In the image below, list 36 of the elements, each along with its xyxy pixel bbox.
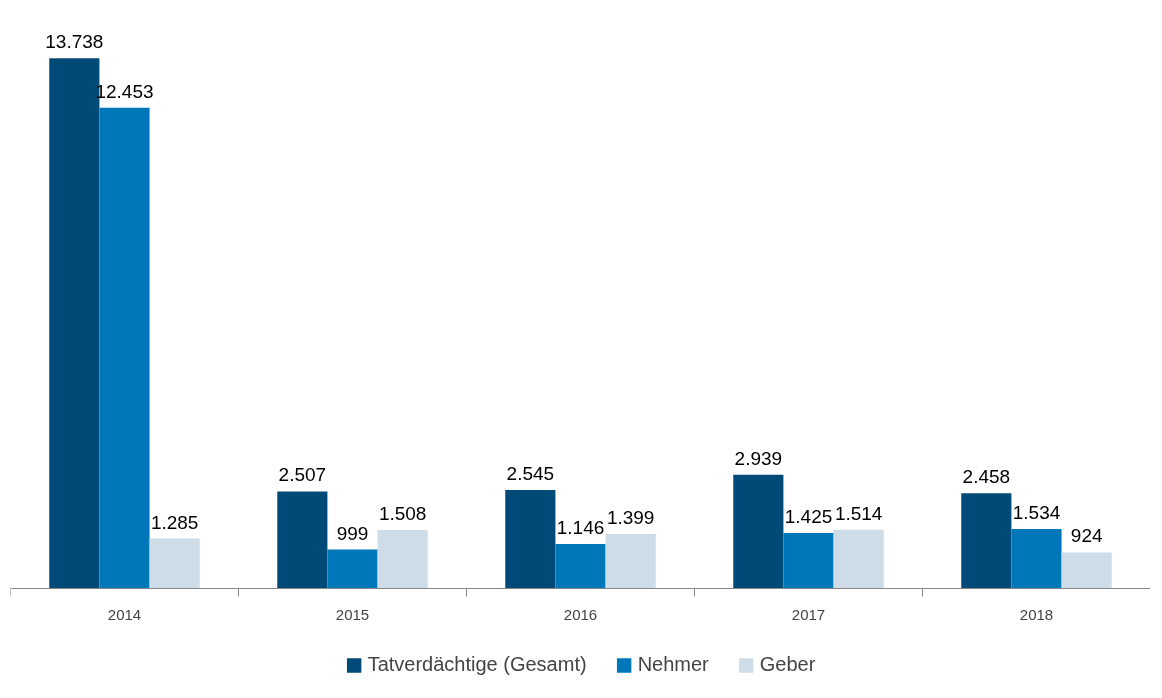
bar bbox=[1011, 528, 1062, 589]
bar bbox=[505, 489, 556, 589]
bar bbox=[1061, 552, 1112, 589]
data-label: 1.146 bbox=[556, 516, 605, 538]
bar bbox=[783, 533, 834, 589]
legend-label: Nehmer bbox=[637, 653, 709, 676]
data-label: 1.285 bbox=[150, 511, 199, 533]
x-tick-label: 2014 bbox=[107, 606, 142, 624]
data-label: 999 bbox=[336, 522, 369, 544]
data-label: 13.738 bbox=[45, 31, 104, 53]
bar bbox=[149, 538, 200, 589]
x-tick-label: 2018 bbox=[1019, 606, 1054, 624]
data-label: 2.458 bbox=[962, 466, 1011, 488]
bar bbox=[555, 543, 606, 589]
bar bbox=[99, 107, 150, 589]
data-label: 2.939 bbox=[734, 447, 783, 469]
data-label: 1.534 bbox=[1012, 501, 1061, 523]
x-tick-label: 2015 bbox=[335, 606, 370, 624]
bar bbox=[377, 529, 428, 589]
x-tick-label: 2016 bbox=[563, 606, 598, 624]
bar bbox=[327, 549, 378, 589]
data-label: 1.508 bbox=[378, 502, 427, 524]
x-tick-label: 2017 bbox=[791, 606, 826, 624]
data-label: 2.545 bbox=[506, 462, 555, 484]
data-label: 1.399 bbox=[606, 507, 655, 529]
data-label: 2.507 bbox=[278, 464, 327, 486]
legend-label: Geber bbox=[759, 653, 816, 676]
bar bbox=[961, 493, 1012, 589]
bar bbox=[605, 534, 656, 589]
bar bbox=[833, 529, 884, 589]
legend-label: Tatverdächtige (Gesamt) bbox=[367, 653, 587, 676]
bar bbox=[277, 491, 328, 589]
data-label: 1.425 bbox=[784, 506, 833, 528]
bar bbox=[733, 474, 784, 589]
data-label: 1.514 bbox=[834, 502, 883, 524]
data-label: 924 bbox=[1070, 525, 1103, 547]
